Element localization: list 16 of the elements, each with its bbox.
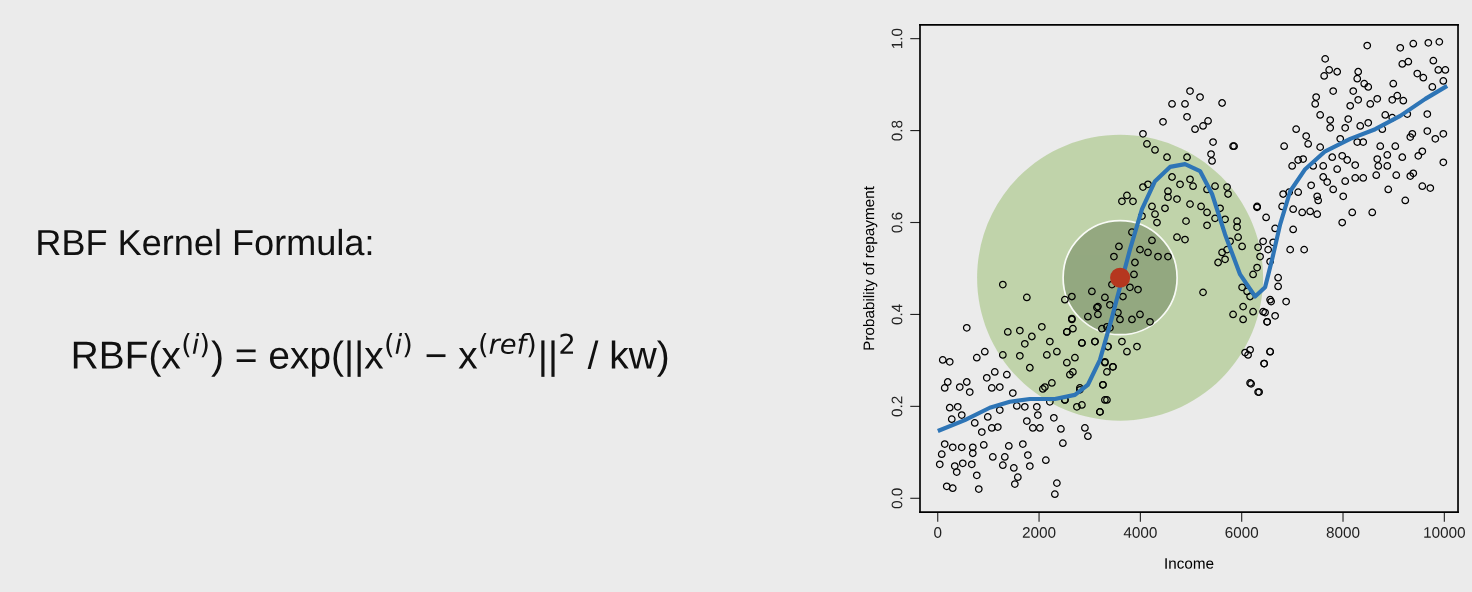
x-tick-label: 0 (934, 527, 942, 538)
y-tick-label: 0.0 (891, 488, 903, 509)
x-axis-title: Income (1165, 558, 1214, 569)
x-tick-label: 2000 (1022, 527, 1056, 538)
x-tick-label: 8000 (1326, 527, 1360, 538)
text: RBF Kernel Formula: (38, 228, 372, 256)
y-tick-label: 0.4 (891, 304, 903, 325)
y-tick-label: 0.6 (891, 212, 903, 233)
y-tick-label: 0.2 (891, 396, 903, 417)
x-tick-label: 6000 (1225, 527, 1259, 538)
y-tick-label: 0.8 (891, 120, 903, 141)
y-axis-title: Probability of repayment (863, 186, 878, 350)
x-tick-label: 10000 (1424, 527, 1465, 538)
text: RBF(x$^{(i)}$) = exp(||x$^{(i)}$ − x$^{(ref)}$||$^{2}$ / kw) (73, 333, 668, 377)
y-tick-label: 1.0 (891, 28, 903, 49)
x-tick-label: 4000 (1123, 527, 1157, 538)
